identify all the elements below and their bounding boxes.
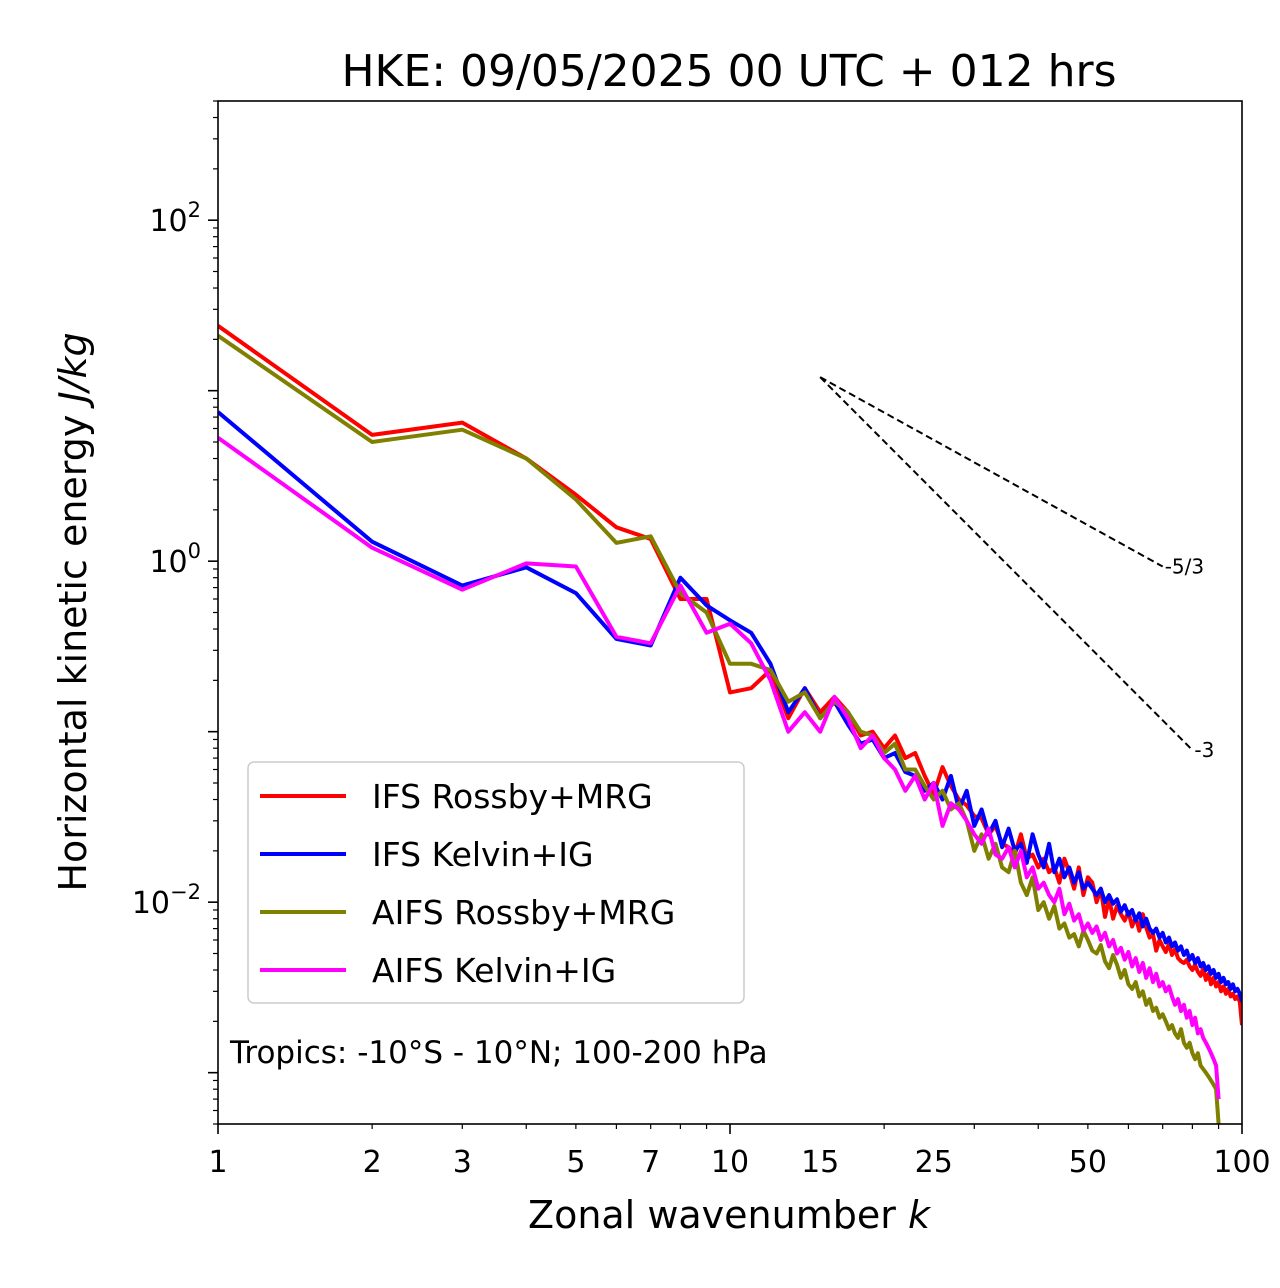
x-tick-labels: 1 2 3 5 7 10 15 25 50 100 [208, 1145, 1270, 1180]
y-tick-label: 102 [149, 198, 201, 239]
x-axis-label: Zonal wavenumber k [528, 1193, 932, 1237]
x-tick-label: 3 [453, 1145, 472, 1180]
y-tick-label: 10−2 [132, 880, 201, 921]
legend-label: IFS Rossby+MRG [372, 777, 653, 816]
x-tick-label: 7 [641, 1145, 660, 1180]
x-tick-label: 25 [915, 1145, 953, 1180]
legend-label: AIFS Kelvin+IG [372, 951, 616, 990]
legend: IFS Rossby+MRG IFS Kelvin+IG AIFS Rossby+M… [247, 761, 745, 1004]
y-tick-label: 100 [149, 539, 201, 580]
x-tick-label: 2 [363, 1145, 382, 1180]
x-tick-label: 5 [566, 1145, 585, 1180]
legend-label: AIFS Rossby+MRG [372, 893, 675, 932]
series-line [218, 436, 1221, 1100]
reference-slope-line [819, 376, 1194, 751]
series-line [218, 334, 1221, 1124]
x-tick-label: 50 [1069, 1145, 1107, 1180]
x-tick-label: 100 [1213, 1145, 1270, 1180]
x-tick-label: 10 [711, 1145, 749, 1180]
legend-label: IFS Kelvin+IG [372, 835, 594, 874]
series-lines [218, 324, 1242, 1124]
legend-box [247, 761, 745, 1004]
x-tick-label: 1 [208, 1145, 227, 1180]
reference-slope-label: -5/3 [1165, 555, 1204, 579]
y-axis-label: Horizontal kinetic energy J/kg [51, 332, 95, 891]
x-tick-label: 15 [801, 1145, 839, 1180]
reference-slopes: -5/3 -3 [819, 376, 1214, 762]
reference-slope-line [819, 376, 1164, 568]
region-annotation: Tropics: -10°S - 10°N; 100-200 hPa [229, 1035, 768, 1071]
plot-frame [217, 100, 1243, 1125]
reference-slope-label: -3 [1194, 738, 1214, 762]
axis-ticks [208, 100, 1243, 1134]
chart-title: HKE: 09/05/2025 00 UTC + 012 hrs [341, 46, 1116, 97]
y-tick-labels: 102 100 10−2 [132, 198, 201, 921]
